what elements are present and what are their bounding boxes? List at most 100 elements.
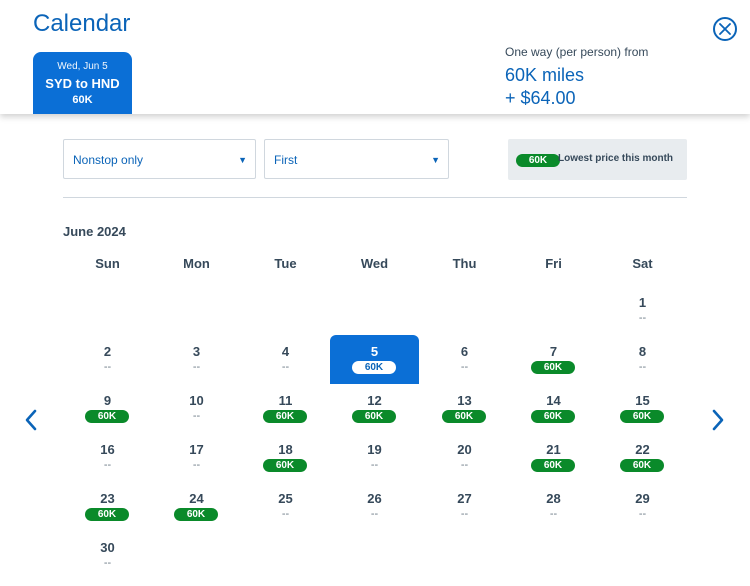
calendar-day[interactable]: 27 -- — [420, 482, 509, 531]
calendar-day[interactable]: 24 60K — [152, 482, 241, 531]
price-badge: 60K — [442, 410, 486, 423]
price-badge: 60K — [352, 410, 396, 423]
day-number: 6 — [460, 344, 469, 359]
day-number: 18 — [278, 442, 293, 457]
price-badge: 60K — [620, 410, 664, 423]
calendar-day[interactable]: 11 60K — [241, 384, 330, 433]
day-number: 9 — [103, 393, 112, 408]
calendar-day[interactable]: 25 -- — [241, 482, 330, 531]
no-price: -- — [103, 459, 112, 471]
calendar-day[interactable]: 29 -- — [598, 482, 687, 531]
weekday-label: Sat — [632, 256, 653, 271]
day-number: 12 — [367, 393, 382, 408]
no-price: -- — [103, 361, 112, 373]
calendar-day[interactable]: 23 60K — [63, 482, 152, 531]
calendar-day[interactable]: 4 -- — [241, 335, 330, 384]
day-number: 1 — [638, 295, 647, 310]
chevron-left-icon[interactable] — [24, 409, 38, 431]
calendar-day[interactable]: 2 -- — [63, 335, 152, 384]
price-badge: 60K — [531, 361, 575, 374]
weekday-label: Wed — [360, 256, 389, 271]
weekday-label: Sun — [95, 256, 120, 271]
price-badge: 60K — [620, 459, 664, 472]
day-number: 23 — [100, 491, 115, 506]
no-price: -- — [370, 508, 379, 520]
day-number: 20 — [457, 442, 472, 457]
calendar-day[interactable]: 17 -- — [152, 433, 241, 482]
no-price: -- — [460, 508, 469, 520]
day-number: 5 — [370, 344, 379, 359]
calendar-day[interactable]: 12 60K — [330, 384, 419, 433]
day-number: 25 — [278, 491, 293, 506]
no-price: -- — [281, 361, 290, 373]
day-number: 10 — [189, 393, 204, 408]
no-price: -- — [192, 410, 201, 422]
day-number: 22 — [635, 442, 650, 457]
no-price: -- — [460, 361, 469, 373]
chevron-right-icon[interactable] — [711, 409, 725, 431]
selected-price: 60K — [72, 94, 93, 106]
price-badge: 60K — [85, 508, 129, 521]
calendar-day[interactable]: 13 60K — [420, 384, 509, 433]
day-number: 17 — [189, 442, 204, 457]
price-badge: 60K — [531, 459, 575, 472]
fare-miles: 60K miles — [505, 65, 585, 85]
no-price: -- — [638, 312, 647, 324]
calendar-day-selected[interactable]: 5 60K — [330, 335, 419, 384]
calendar-day[interactable]: 26 -- — [330, 482, 419, 531]
day-number: 7 — [549, 344, 558, 359]
no-price: -- — [549, 508, 558, 520]
no-price: -- — [370, 459, 379, 471]
no-price: -- — [192, 361, 201, 373]
calendar-day[interactable]: 8 -- — [598, 335, 687, 384]
page-title: Calendar — [33, 10, 131, 37]
cabin-select[interactable]: First ▼ — [264, 139, 449, 179]
month-label: June 2024 — [63, 224, 126, 239]
calendar-day[interactable]: 6 -- — [420, 335, 509, 384]
price-badge: 60K — [174, 508, 218, 521]
no-price: -- — [192, 459, 201, 471]
calendar-day[interactable]: 15 60K — [598, 384, 687, 433]
selected-date-card[interactable]: Wed, Jun 5 SYD to HND 60K — [33, 52, 132, 114]
calendar-day[interactable]: 30 -- — [63, 531, 152, 580]
calendar-day[interactable]: 28 -- — [509, 482, 598, 531]
calendar-day[interactable]: 14 60K — [509, 384, 598, 433]
price-badge: 60K — [352, 361, 396, 374]
day-number: 26 — [367, 491, 382, 506]
calendar-day[interactable]: 9 60K — [63, 384, 152, 433]
day-number: 21 — [546, 442, 561, 457]
stops-select[interactable]: Nonstop only ▼ — [63, 139, 256, 179]
price-badge: 60K — [263, 410, 307, 423]
no-price: -- — [103, 557, 112, 569]
calendar-day[interactable]: 20 -- — [420, 433, 509, 482]
calendar-day[interactable]: 10 -- — [152, 384, 241, 433]
day-number: 2 — [103, 344, 112, 359]
close-icon[interactable] — [713, 17, 737, 41]
day-number: 14 — [546, 393, 561, 408]
day-number: 16 — [100, 442, 115, 457]
fare-label: One way (per person) from — [505, 45, 649, 59]
price-badge: 60K — [531, 410, 575, 423]
calendar-day[interactable]: 7 60K — [509, 335, 598, 384]
legend-badge: 60K — [516, 154, 560, 167]
legend-text: Lowest price this month — [558, 153, 674, 164]
weekday-label: Thu — [452, 256, 477, 271]
day-number: 30 — [100, 540, 115, 555]
no-price: -- — [281, 508, 290, 520]
day-number: 8 — [638, 344, 647, 359]
day-number: 15 — [635, 393, 650, 408]
calendar-day[interactable]: 1 -- — [598, 286, 687, 335]
calendar-day[interactable]: 3 -- — [152, 335, 241, 384]
day-number: 19 — [367, 442, 382, 457]
no-price: -- — [638, 361, 647, 373]
divider — [63, 197, 687, 198]
selected-date: Wed, Jun 5 — [57, 61, 108, 72]
calendar-day[interactable]: 19 -- — [330, 433, 419, 482]
selected-route: SYD to HND — [45, 76, 120, 91]
calendar-day[interactable]: 22 60K — [598, 433, 687, 482]
day-number: 29 — [635, 491, 650, 506]
calendar-day[interactable]: 21 60K — [509, 433, 598, 482]
calendar-day[interactable]: 18 60K — [241, 433, 330, 482]
day-number: 24 — [189, 491, 204, 506]
calendar-day[interactable]: 16 -- — [63, 433, 152, 482]
